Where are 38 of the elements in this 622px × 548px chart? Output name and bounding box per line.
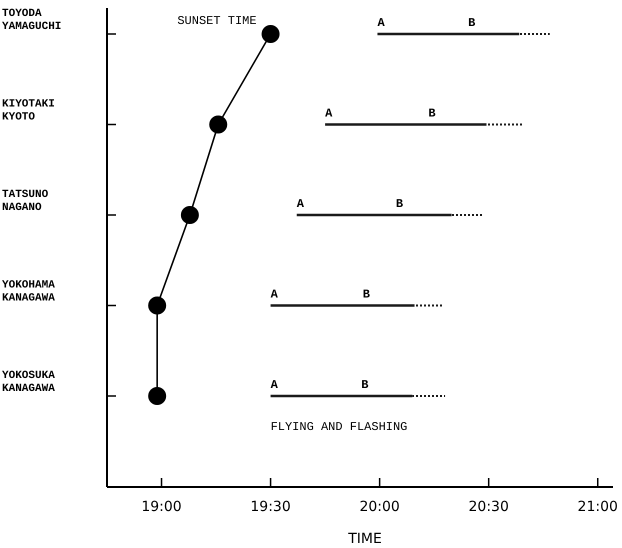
annotation: A <box>270 378 279 392</box>
x-tick-label: 20:30 <box>468 499 509 515</box>
annotation: B <box>468 16 476 30</box>
annotation: B <box>428 106 436 120</box>
annotation: B <box>362 288 370 302</box>
point <box>148 387 166 405</box>
y-tick-label: TOYODA YAMAGUCHI <box>2 8 62 33</box>
point <box>262 25 280 43</box>
annotation: A <box>377 16 386 30</box>
annotation: A <box>270 288 279 302</box>
annotation: A <box>325 106 334 120</box>
x-tick-label: 19:00 <box>141 499 182 515</box>
point <box>180 206 199 224</box>
y-tick-label: TATSUNO NAGANO <box>2 189 49 214</box>
y-tick-label: YOKOSUKA KANAGAWA <box>2 370 56 395</box>
series-label: FLYING AND FLASHING <box>270 420 408 434</box>
x-tick-label: 19:30 <box>250 499 291 515</box>
x-tick-label: 20:00 <box>359 499 400 515</box>
x-axis-title: TIME <box>347 531 382 547</box>
bar <box>414 304 443 306</box>
y-tick-label: KIYOTAKI KYOTO <box>2 98 55 124</box>
bar <box>412 395 446 397</box>
series-label: SUNSET TIME <box>177 14 257 28</box>
bar <box>377 32 520 36</box>
annotation: B <box>361 378 369 392</box>
bar <box>270 394 412 398</box>
point <box>148 296 166 314</box>
bar <box>325 123 486 126</box>
annotation: B <box>396 197 404 211</box>
x-tick-label: 21:00 <box>578 499 618 515</box>
annotation: A <box>296 197 305 211</box>
bar <box>270 304 415 307</box>
bar <box>452 214 482 216</box>
bar <box>519 33 550 35</box>
bar <box>486 124 524 126</box>
bar <box>296 214 452 216</box>
point <box>209 116 228 134</box>
y-tick-label: YOKOHAMA KANAGAWA <box>2 280 56 304</box>
